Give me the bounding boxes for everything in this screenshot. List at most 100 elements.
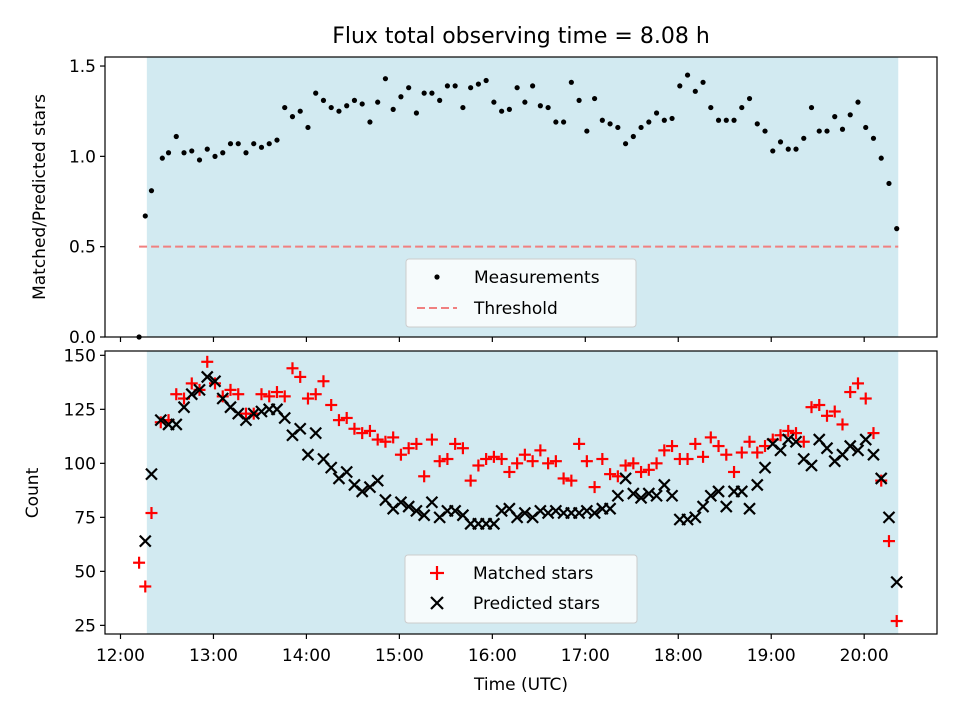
predicted-star-point	[689, 511, 702, 524]
predicted-star-point	[805, 459, 818, 472]
bottom-y-tick-label: 75	[74, 508, 96, 528]
measurement-point	[468, 85, 474, 91]
predicted-star-point	[743, 502, 756, 515]
measurement-point	[475, 81, 481, 87]
measurement-point	[444, 83, 451, 89]
measurement-point	[630, 133, 636, 140]
matched-star-point	[224, 383, 237, 396]
measurement-point	[839, 126, 846, 132]
matched-star-point	[782, 424, 795, 437]
measurement-point	[413, 110, 420, 116]
measurement-point	[708, 104, 714, 111]
measurement-point	[537, 103, 543, 109]
matched-star-point	[495, 453, 508, 466]
measurement-point	[212, 153, 218, 159]
measurement-point	[622, 141, 629, 147]
predicted-star-point	[309, 426, 322, 440]
predicted-star-point	[208, 374, 222, 388]
predicted-star-point	[634, 491, 648, 505]
measurement-point	[483, 77, 489, 84]
predicted-star-point	[534, 504, 547, 518]
predicted-star-point	[758, 461, 772, 474]
predicted-star-point	[425, 495, 439, 509]
matched-star-point	[294, 370, 307, 383]
matched-star-point	[232, 388, 245, 401]
measurement-point	[382, 76, 389, 82]
bottom-axes-frame	[104, 350, 938, 635]
matched-star-point	[751, 446, 764, 459]
matched-star-point	[185, 377, 198, 390]
measurement-point	[452, 83, 458, 89]
matched-star-point	[851, 377, 864, 390]
x-tick-label: 15:00	[375, 646, 424, 666]
matched-star-point	[619, 459, 632, 472]
matched-star-point	[139, 580, 152, 593]
measurement-point	[777, 139, 784, 145]
measurement-point	[576, 97, 582, 103]
measurement-point	[181, 150, 187, 156]
measurement-point	[142, 213, 148, 219]
predicted-star-point	[890, 575, 903, 589]
measurement-point	[599, 117, 605, 123]
predicted-star-point	[518, 506, 532, 520]
measurement-point	[305, 124, 311, 131]
legend-threshold-label: Threshold	[473, 299, 558, 319]
predicted-star-point	[255, 405, 268, 418]
x-tick-label: 17:00	[561, 646, 610, 666]
predicted-star-point	[200, 370, 214, 384]
matched-star-point	[549, 455, 562, 468]
matched-star-point	[402, 442, 415, 455]
measurement-point	[886, 180, 892, 187]
top-y-tick-label: 1.5	[69, 57, 96, 77]
measurement-point	[189, 148, 195, 154]
measurement-point	[429, 90, 435, 96]
matched-star-point	[133, 556, 146, 569]
measurement-point	[530, 83, 536, 89]
bottom-y-tick-label: 100	[64, 454, 96, 474]
matched-star-point	[456, 442, 469, 455]
matched-star-point	[263, 390, 276, 403]
matched-star-point	[410, 437, 423, 450]
measurement-point	[406, 85, 412, 91]
measurement-point	[204, 146, 210, 152]
measurement-point	[591, 95, 598, 102]
matched-star-point	[712, 440, 725, 453]
matched-star-point	[720, 448, 733, 461]
top-legend: Measurements Threshold	[405, 258, 637, 328]
top-y-tick-label: 1.0	[69, 147, 96, 167]
measurement-point	[615, 124, 621, 131]
measurement-point	[266, 141, 272, 147]
predicted-star-point	[495, 504, 508, 518]
measurement-point	[367, 119, 373, 125]
measurement-point	[661, 117, 667, 123]
measurement-point	[832, 114, 838, 120]
matched-star-point	[596, 453, 609, 466]
measurement-point	[793, 146, 799, 152]
predicted-star-point	[874, 472, 888, 485]
matched-star-point	[309, 388, 322, 401]
x-tick-label: 19:00	[747, 646, 796, 666]
legend-measurements-label: Measurements	[474, 268, 600, 288]
predicted-star-point	[665, 489, 679, 503]
measurement-point	[251, 141, 257, 147]
predicted-star-point	[735, 485, 749, 498]
measurement-point	[165, 150, 172, 156]
matched-star-point	[836, 418, 849, 431]
x-tick-label: 12:00	[96, 646, 145, 666]
matched-star-point	[286, 362, 299, 375]
predicted-star-point	[820, 441, 834, 455]
measurement-point	[754, 121, 760, 127]
matched-star-point	[635, 465, 648, 478]
matched-star-point	[526, 455, 539, 468]
matched-star-point	[209, 377, 222, 390]
legend-predicted-marker	[430, 596, 444, 610]
matched-star-point	[588, 481, 601, 494]
predicted-star-point	[448, 504, 462, 518]
matched-star-point	[542, 457, 555, 470]
matched-star-point	[813, 399, 826, 412]
matched-star-point	[278, 390, 291, 403]
matched-star-point	[844, 386, 857, 399]
predicted-star-point	[193, 383, 206, 397]
predicted-star-point	[750, 478, 764, 492]
